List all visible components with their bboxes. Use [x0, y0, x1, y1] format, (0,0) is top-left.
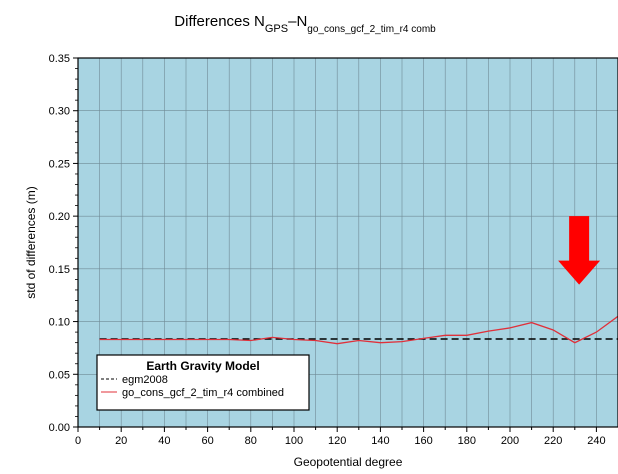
x-tick-label: 220 [544, 435, 562, 447]
y-tick-label: 0.30 [49, 106, 70, 118]
x-tick-label: 40 [158, 435, 170, 447]
legend-box [96, 354, 310, 411]
y-tick-label: 0.15 [49, 264, 70, 276]
y-axis: 0.00 0.05 0.10 0.15 0.20 0.25 0.30 0.35 [49, 53, 78, 434]
x-axis: 0 20 40 60 80 100 120 140 160 180 200 220 240 [75, 427, 606, 447]
title-dash: –N [288, 13, 307, 30]
x-tick-label: 160 [414, 435, 432, 447]
x-tick-label: 240 [587, 435, 605, 447]
svg-text:Differences NGPS–Ngo_cons_gcf_: Differences NGPS–Ngo_cons_gcf_2_tim_r4 c… [174, 13, 436, 35]
x-tick-label: 80 [245, 435, 257, 447]
x-tick-label: 60 [201, 435, 213, 447]
legend-entry: go_cons_gcf_2_tim_r4 combined [122, 387, 284, 399]
y-tick-label: 0.10 [49, 317, 70, 329]
title-main: Differences N [174, 13, 265, 30]
series-line-go-cons-combined [99, 315, 618, 345]
x-tick-label: 200 [501, 435, 519, 447]
chart-title: Differences NGPS–Ngo_cons_gcf_2_tim_r4 c… [174, 13, 436, 35]
y-axis-title: std of differences (m) [24, 186, 38, 299]
legend: Earth Gravity Model egm2008go_cons_gcf_2… [96, 354, 310, 411]
vertical-grid [99, 58, 597, 427]
y-tick-label: 0.00 [49, 422, 70, 434]
plot-frame [77, 57, 618, 428]
x-tick-label: 140 [371, 435, 389, 447]
x-tick-label: 120 [328, 435, 346, 447]
annotation-layer [558, 216, 601, 285]
y-tick-label: 0.20 [49, 211, 70, 223]
x-tick-label: 100 [285, 435, 303, 447]
y-tick-label: 0.05 [49, 369, 70, 381]
title-sub-model: go_cons_gcf_2_tim_r4 comb [307, 24, 436, 35]
series-layer [99, 315, 618, 345]
x-tick-label: 20 [115, 435, 127, 447]
red-arrow-annotation [558, 216, 601, 285]
y-tick-label: 0.35 [49, 53, 70, 65]
x-tick-label: 0 [75, 435, 81, 447]
legend-entry: egm2008 [122, 374, 168, 386]
title-sub-gps: GPS [265, 23, 288, 35]
x-axis-title: Geopotential degree [294, 455, 403, 469]
legend-title: Earth Gravity Model [146, 359, 259, 373]
x-tick-label: 180 [458, 435, 476, 447]
y-tick-label: 0.25 [49, 158, 70, 170]
